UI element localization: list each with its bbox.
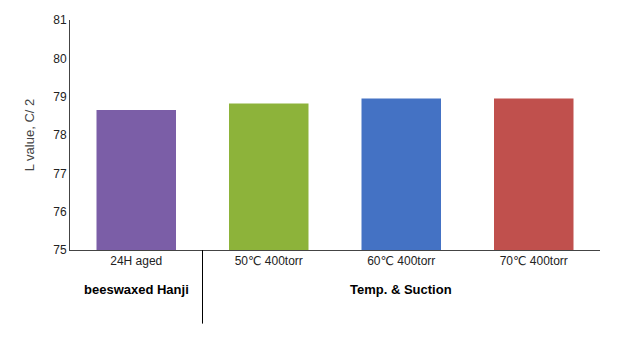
- svg-text:78: 78: [53, 128, 67, 142]
- svg-text:Temp. & Suction: Temp. & Suction: [350, 282, 452, 297]
- svg-text:76: 76: [53, 205, 67, 219]
- svg-text:beeswaxed Hanji: beeswaxed Hanji: [84, 282, 189, 297]
- svg-text:75: 75: [53, 243, 67, 257]
- svg-text:50℃ 400torr: 50℃ 400torr: [235, 254, 303, 268]
- svg-text:60℃ 400torr: 60℃ 400torr: [367, 254, 435, 268]
- svg-text:80: 80: [53, 52, 67, 66]
- svg-text:81: 81: [53, 13, 67, 27]
- svg-text:24H aged: 24H aged: [110, 254, 162, 268]
- svg-text:L value, C/ 2: L value, C/ 2: [22, 99, 37, 172]
- svg-text:77: 77: [53, 167, 67, 181]
- svg-text:79: 79: [53, 90, 67, 104]
- svg-text:70℃ 400torr: 70℃ 400torr: [500, 254, 568, 268]
